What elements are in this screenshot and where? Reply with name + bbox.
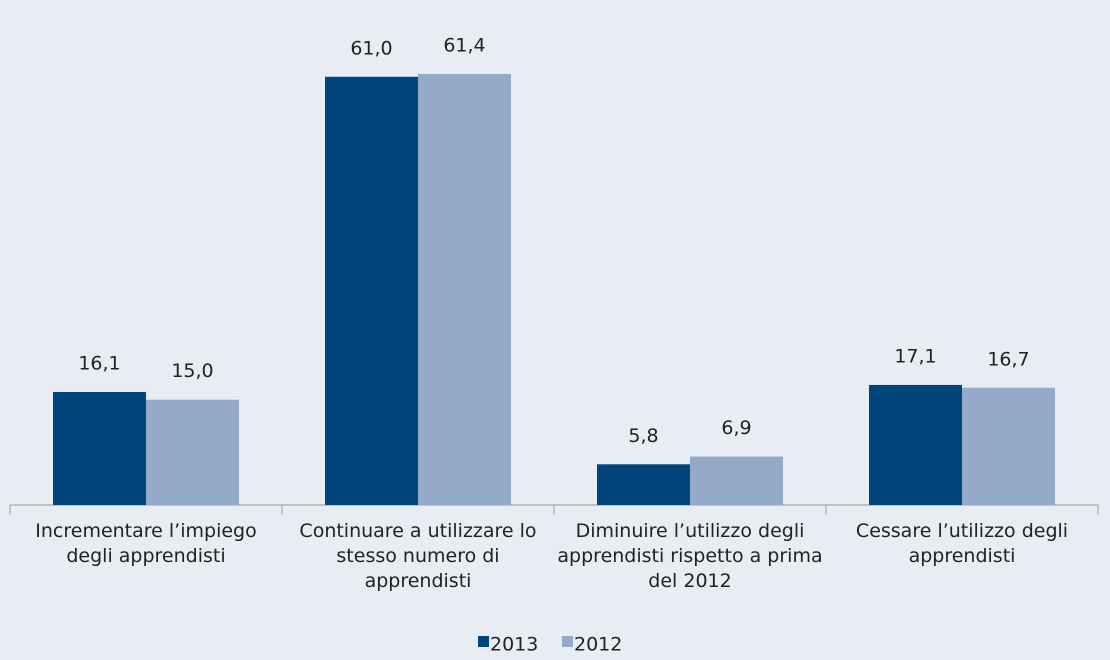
bar [325, 76, 418, 505]
bar [869, 384, 962, 505]
legend-swatch [562, 636, 573, 647]
value-label: 5,8 [628, 425, 658, 447]
bar [597, 464, 690, 505]
legend-label: 2012 [574, 634, 622, 656]
x-tick-label: Incrementare l’impiego degli apprendisti [35, 520, 257, 567]
bar [690, 456, 783, 505]
x-label-box: Cessare l’utilizzo degli apprendisti [855, 520, 1069, 567]
bar [146, 399, 239, 505]
value-label: 16,7 [987, 348, 1029, 370]
value-label: 61,4 [443, 34, 485, 56]
value-label: 16,1 [78, 352, 120, 374]
x-label-box: Continuare a utilizzare lo stesso numero… [299, 520, 537, 592]
bar [962, 387, 1055, 505]
bar [53, 391, 146, 505]
x-label-box: Incrementare l’impiego degli apprendisti [35, 520, 257, 567]
x-label-box: Diminuire l’utilizzo degli apprendisti r… [557, 520, 823, 592]
legend-label: 2013 [490, 634, 538, 656]
value-label: 17,1 [894, 345, 936, 367]
value-label: 61,0 [350, 37, 392, 59]
legend-swatch [478, 636, 489, 647]
x-tick-label: Cessare l’utilizzo degli apprendisti [855, 520, 1069, 567]
bar [418, 73, 511, 506]
value-label: 6,9 [721, 417, 751, 439]
x-tick-label: Continuare a utilizzare lo stesso numero… [299, 520, 537, 592]
value-label: 15,0 [171, 360, 213, 382]
x-tick-label: Diminuire l’utilizzo degli apprendisti r… [557, 520, 823, 592]
